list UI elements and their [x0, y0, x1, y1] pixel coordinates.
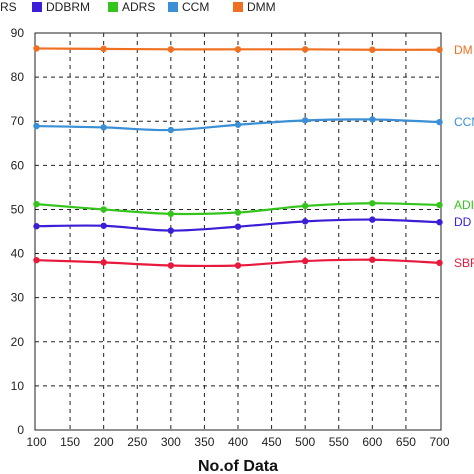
data-point [167, 262, 175, 269]
data-point [301, 202, 309, 210]
legend-label: DMM [247, 0, 276, 14]
data-point [33, 122, 40, 130]
x-tick-label: 550 [329, 435, 349, 449]
legend-swatch [32, 2, 42, 12]
data-point [301, 218, 309, 225]
data-point [369, 200, 376, 207]
data-point [369, 116, 376, 123]
data-point [301, 257, 309, 265]
data-point [369, 216, 376, 223]
x-axis-ticks: 100 150 200 250 300 350 400 450 500 550 600 650 700 [26, 435, 449, 449]
x-axis-title: No.of Data [198, 458, 278, 474]
data-point [167, 126, 175, 134]
x-tick-label: 450 [262, 435, 282, 449]
x-tick-label: 500 [295, 435, 315, 449]
legend-label: CCM [182, 0, 209, 14]
y-tick-label: 0 [17, 423, 24, 437]
data-point [167, 227, 175, 234]
x-tick-label: 150 [60, 435, 80, 449]
x-tick-label: 350 [194, 435, 214, 449]
x-tick-label: 300 [161, 435, 181, 449]
series-end-label: DD [454, 215, 472, 229]
data-point [436, 219, 443, 226]
x-tick-label: 700 [429, 435, 449, 449]
data-point [369, 256, 376, 263]
y-tick-label: 90 [11, 26, 25, 40]
legend-swatch [168, 2, 178, 12]
data-point [369, 46, 376, 53]
x-tick-label: 400 [228, 435, 248, 449]
data-point [436, 259, 443, 267]
y-tick-label: 50 [11, 202, 25, 216]
y-tick-label: 10 [11, 379, 25, 393]
data-point [100, 222, 107, 229]
y-tick-label: 60 [11, 158, 25, 172]
series-end-label: DM [454, 43, 473, 57]
y-tick-label: 30 [11, 291, 25, 305]
legend-label: BRS [0, 0, 17, 14]
data-point [301, 46, 309, 53]
data-point [100, 259, 107, 266]
legend-label: DDBRM [46, 0, 90, 14]
data-point [33, 223, 40, 230]
data-point [234, 209, 242, 216]
series-end-label: SBR [454, 256, 474, 270]
data-point [33, 200, 40, 208]
x-tick-label: 250 [127, 435, 147, 449]
data-point [234, 262, 242, 269]
data-point [436, 201, 443, 209]
x-tick-label: 600 [362, 435, 382, 449]
legend-swatch [233, 2, 243, 12]
data-point [234, 46, 242, 53]
y-tick-label: 80 [11, 70, 25, 84]
chart-series [33, 45, 443, 269]
data-point [436, 118, 443, 126]
data-point [167, 210, 175, 218]
data-point [167, 46, 175, 53]
y-tick-label: 20 [11, 335, 25, 349]
x-tick-label: 200 [94, 435, 114, 449]
x-tick-label: 650 [396, 435, 416, 449]
chart-grid [35, 33, 441, 430]
data-point [100, 124, 107, 131]
y-axis-ticks: 0 10 20 30 40 50 60 70 80 90 [11, 26, 25, 437]
data-point [100, 45, 107, 53]
data-point [33, 45, 40, 52]
data-point [436, 46, 443, 53]
data-point [234, 223, 242, 230]
y-tick-label: 40 [11, 247, 25, 261]
series-end-labels: SBR DD ADI CCM DM [454, 43, 474, 270]
chart-legend: BRS DDBRM ADRS CCM DMM [0, 0, 276, 14]
legend-swatch [108, 2, 118, 12]
plot-area-frame [34, 32, 442, 431]
series-end-label: CCM [454, 115, 474, 129]
data-point [100, 206, 107, 213]
series-end-label: ADI [454, 198, 474, 212]
data-point [33, 256, 40, 264]
x-tick-label: 100 [26, 435, 46, 449]
legend-label: ADRS [122, 0, 155, 14]
y-tick-label: 70 [11, 114, 25, 128]
data-point [301, 117, 309, 124]
data-point [234, 121, 242, 128]
